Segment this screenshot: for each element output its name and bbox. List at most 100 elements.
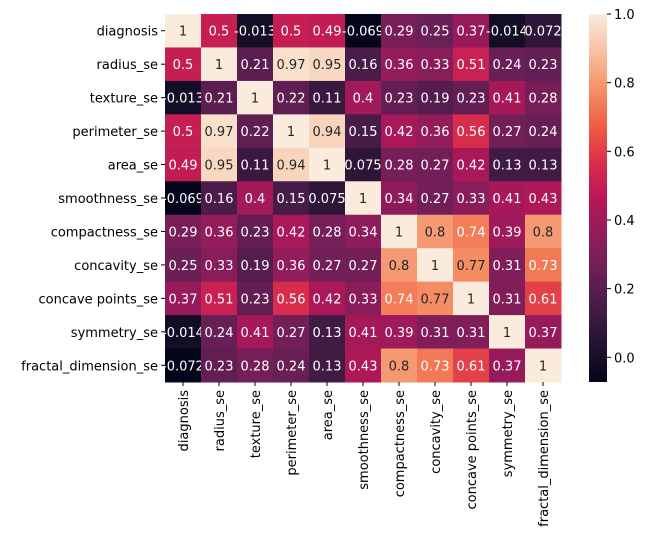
heatmap-cell [489,80,526,115]
heatmap-cell [489,114,526,149]
cell-label: -0.013 [234,25,276,40]
heatmap-cell [525,248,562,283]
y-tick-label: compactness_se [51,225,158,240]
cell-label: 0.23 [241,292,270,307]
heatmap-cell [453,147,490,182]
cell-label: -0.014 [162,326,204,341]
heatmap-cell [381,248,418,283]
heatmap-cell [453,214,490,249]
heatmap-cell [345,114,382,149]
y-tick-label: concavity_se [74,259,158,274]
cell-label: 0.77 [457,259,486,274]
x-tick-label: symmetry_se [501,390,516,477]
heatmap-cell [201,281,238,316]
heatmap-cell [453,281,490,316]
heatmap-cell [309,348,346,383]
cell-label: 0.25 [421,25,450,40]
cell-label: 0.42 [313,292,342,307]
y-tick-label: area_se [108,159,158,174]
cell-label: 0.22 [277,92,306,107]
heatmap-cell [345,315,382,350]
x-tick-label: smoothness_se [357,390,372,490]
x-tick-label: radius_se [213,390,228,451]
cell-label: 0.5 [173,125,194,140]
heatmap-cell [309,47,346,82]
heatmap-cell [525,281,562,316]
cell-label: 0.21 [205,92,234,107]
cell-label: 0.73 [529,259,558,274]
cell-label: 0.21 [241,58,270,73]
cell-label: 0.27 [493,125,522,140]
colorbar-tick-label: 0.6 [614,145,635,160]
cell-label: 0.19 [241,259,270,274]
heatmap-cell [309,315,346,350]
heatmap-cell [381,315,418,350]
x-tick-label: diagnosis [177,390,192,452]
heatmap-cell [489,315,526,350]
colorbar [589,14,607,382]
heatmap-cell [417,47,454,82]
cell-label: 0.13 [529,159,558,174]
cell-label: 0.42 [385,125,414,140]
cell-label: 0.49 [169,159,198,174]
heatmap-cell [345,181,382,216]
cell-label: 0.16 [205,192,234,207]
cell-label: 0.95 [313,58,342,73]
cell-label: 0.11 [241,159,270,174]
heatmap-cell [237,281,274,316]
heatmap-cell [165,248,202,283]
cell-label: 0.19 [421,92,450,107]
heatmap-cell [309,14,346,48]
cell-label: 0.31 [493,259,522,274]
heatmap-cell [309,214,346,249]
heatmap-cell [237,14,274,48]
cell-label: 0.37 [529,326,558,341]
heatmap-cell [165,348,202,383]
cell-label: 0.37 [493,359,522,374]
cell-label: -0.069 [162,192,204,207]
y-tick-label: concave points_se [39,292,158,307]
cell-label: 1 [251,92,259,107]
heatmap-cell [309,181,346,216]
heatmap-cell [309,248,346,283]
heatmap-cell [201,47,238,82]
cell-label: 0.13 [493,159,522,174]
cell-label: 0.8 [389,359,410,374]
heatmap-cell [237,248,274,283]
heatmap-cell [453,47,490,82]
heatmap-cell [273,14,310,48]
cell-label: 0.41 [349,326,378,341]
cell-label: 0.23 [241,225,270,240]
cell-label: 0.23 [205,359,234,374]
heatmap-cell [453,315,490,350]
cell-label: 1 [467,292,475,307]
cell-label: 1 [287,125,295,140]
cell-label: 0.41 [493,92,522,107]
heatmap-cell [201,181,238,216]
cell-label: 0.97 [205,125,234,140]
cell-label: -0.014 [486,25,528,40]
cell-label: 0.34 [385,192,414,207]
heatmap-cell [453,181,490,216]
cell-label: 0.33 [421,58,450,73]
cell-label: 0.39 [493,225,522,240]
heatmap-cell [489,348,526,383]
heatmap-cell [345,248,382,283]
cell-label: 0.34 [349,225,378,240]
heatmap-cell [273,181,310,216]
heatmap-cell [273,348,310,383]
heatmap-cell [381,80,418,115]
cell-label: 0.16 [349,58,378,73]
heatmap-cell [417,14,454,48]
cell-label: 0.36 [385,58,414,73]
heatmap-cell [381,147,418,182]
heatmap-cell [237,114,274,149]
heatmap-cell [237,348,274,383]
heatmap-cell [417,147,454,182]
heatmap-cell [273,315,310,350]
y-tick-label: symmetry_se [71,326,158,341]
cell-label: 0.075 [344,159,381,174]
heatmap-cell [201,214,238,249]
cell-label: 0.42 [277,225,306,240]
